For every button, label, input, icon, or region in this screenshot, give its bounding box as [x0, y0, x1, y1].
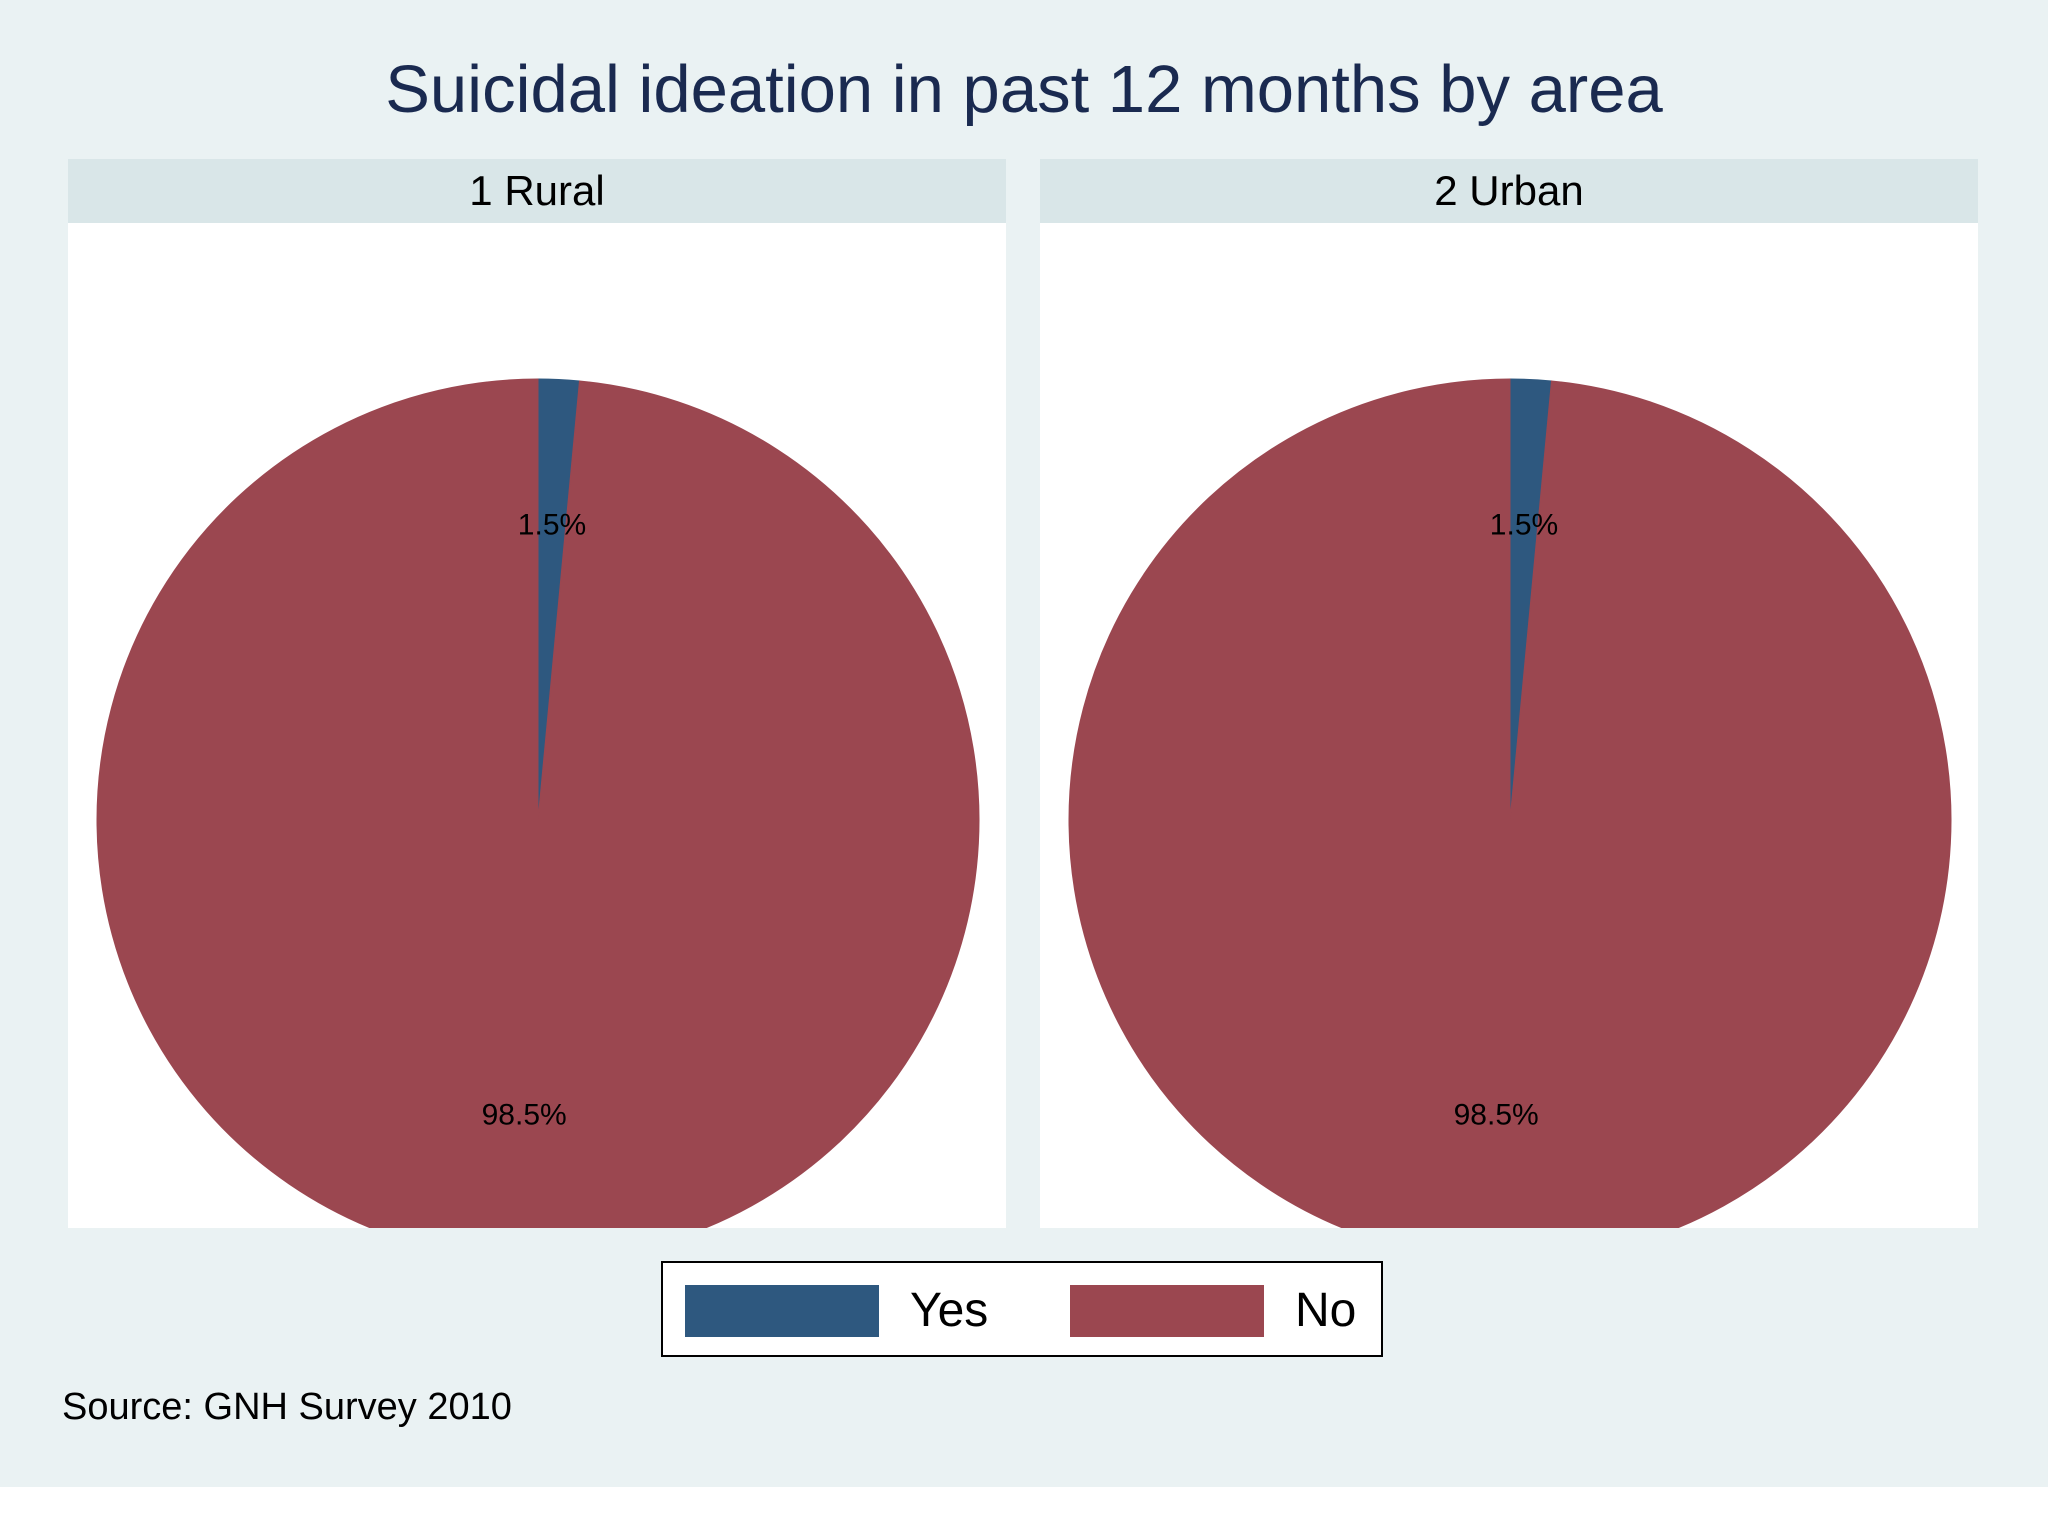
legend-label-no: No [1295, 1284, 1357, 1337]
source-note: Source: GNH Survey 2010 [62, 1386, 512, 1428]
chart-title: Suicidal ideation in past 12 months by a… [385, 52, 1663, 127]
slice-label-no: 98.5% [482, 1099, 567, 1132]
pie-slice-no [1068, 378, 1952, 1228]
legend-swatch-yes [685, 1285, 879, 1337]
pie-chart-urban: 1.5% 98.5% [1068, 378, 1952, 1228]
slice-label-yes: 1.5% [518, 508, 586, 541]
legend-label-yes: Yes [910, 1284, 989, 1337]
pie-slice-no [96, 378, 980, 1228]
legend-swatch-no [1070, 1285, 1264, 1337]
slice-label-yes: 1.5% [1490, 508, 1558, 541]
slice-label-no: 98.5% [1454, 1099, 1539, 1132]
chart-figure: Suicidal ideation in past 12 months by a… [0, 0, 2048, 1487]
panel-header-rural: 1 Rural [68, 159, 1006, 223]
legend: Yes No [661, 1261, 1383, 1357]
panel-header-urban: 2 Urban [1040, 159, 1978, 223]
panel-urban: 2 Urban 1.5% 98.5% [1040, 159, 1978, 1228]
panel-rural: 1 Rural 1.5% 98.5% [68, 159, 1006, 1228]
pie-chart-rural: 1.5% 98.5% [96, 378, 980, 1228]
